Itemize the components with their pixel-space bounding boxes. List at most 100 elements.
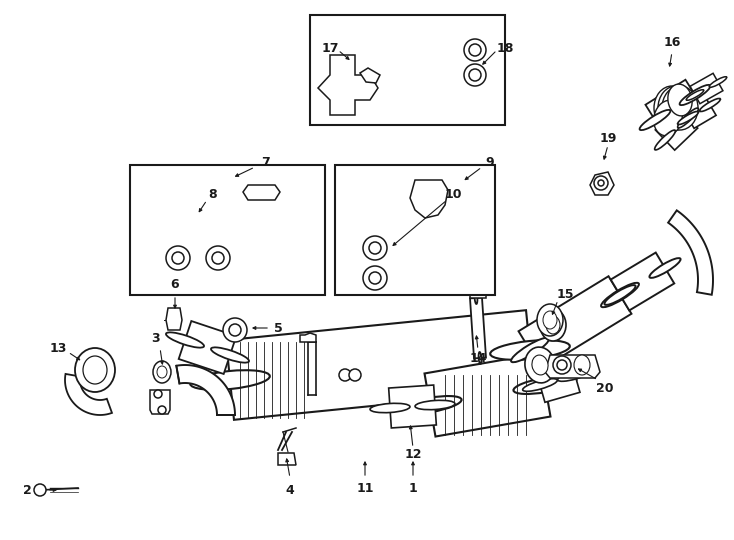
Polygon shape [300, 333, 316, 342]
Polygon shape [318, 55, 378, 115]
Text: 18: 18 [496, 42, 514, 55]
Ellipse shape [639, 110, 670, 130]
Ellipse shape [709, 77, 727, 87]
Circle shape [598, 180, 604, 186]
Circle shape [158, 406, 166, 414]
Ellipse shape [604, 285, 636, 305]
Text: 17: 17 [321, 42, 339, 55]
Text: 3: 3 [150, 332, 159, 345]
Text: 7: 7 [261, 156, 269, 168]
Ellipse shape [75, 348, 115, 392]
Ellipse shape [211, 347, 249, 363]
Text: 12: 12 [404, 449, 422, 462]
Ellipse shape [475, 292, 477, 304]
Polygon shape [470, 292, 486, 298]
Circle shape [172, 252, 184, 264]
Text: 20: 20 [596, 381, 614, 395]
Circle shape [594, 176, 608, 190]
Ellipse shape [479, 352, 482, 364]
Ellipse shape [601, 283, 639, 307]
Circle shape [349, 369, 361, 381]
Circle shape [34, 484, 46, 496]
Circle shape [369, 272, 381, 284]
Text: 8: 8 [208, 188, 217, 201]
Polygon shape [470, 298, 486, 359]
Text: 15: 15 [556, 288, 574, 301]
Text: 16: 16 [664, 36, 680, 49]
Ellipse shape [525, 347, 555, 383]
Ellipse shape [537, 304, 563, 336]
Text: 13: 13 [49, 341, 67, 354]
Ellipse shape [677, 111, 699, 125]
Polygon shape [360, 68, 380, 83]
Text: 4: 4 [286, 483, 294, 496]
Circle shape [464, 39, 486, 61]
Ellipse shape [574, 355, 590, 375]
Text: 6: 6 [171, 279, 179, 292]
Polygon shape [243, 185, 280, 200]
Circle shape [469, 69, 481, 81]
Circle shape [469, 44, 481, 56]
Text: 1: 1 [409, 482, 418, 495]
Text: 11: 11 [356, 482, 374, 495]
Polygon shape [424, 354, 550, 436]
Circle shape [464, 64, 486, 86]
Polygon shape [682, 94, 716, 129]
Ellipse shape [166, 332, 204, 348]
Circle shape [166, 246, 190, 270]
Ellipse shape [654, 100, 683, 136]
Ellipse shape [370, 403, 410, 413]
Circle shape [369, 242, 381, 254]
Bar [130, 165, 325, 295]
Polygon shape [611, 253, 675, 310]
Bar [335, 165, 495, 295]
Ellipse shape [558, 369, 592, 381]
Ellipse shape [700, 98, 721, 112]
Ellipse shape [658, 86, 694, 130]
Circle shape [557, 360, 567, 370]
Ellipse shape [540, 309, 566, 341]
Ellipse shape [490, 340, 570, 360]
Ellipse shape [680, 85, 711, 105]
Polygon shape [518, 276, 631, 369]
Circle shape [363, 266, 387, 290]
Ellipse shape [650, 258, 680, 278]
Polygon shape [655, 108, 698, 150]
Polygon shape [178, 321, 236, 374]
Polygon shape [545, 355, 600, 378]
Polygon shape [226, 310, 534, 420]
Polygon shape [166, 308, 182, 330]
Ellipse shape [523, 379, 557, 392]
Text: 2: 2 [23, 483, 32, 496]
Polygon shape [389, 385, 436, 428]
Circle shape [229, 324, 241, 336]
Polygon shape [410, 180, 448, 218]
Polygon shape [645, 80, 705, 135]
Ellipse shape [511, 338, 549, 362]
Circle shape [339, 369, 351, 381]
Text: 14: 14 [469, 352, 487, 365]
Polygon shape [590, 172, 614, 195]
Polygon shape [150, 390, 170, 414]
Ellipse shape [157, 366, 167, 378]
Ellipse shape [654, 86, 690, 130]
Polygon shape [176, 365, 235, 415]
Text: 5: 5 [274, 321, 283, 334]
Ellipse shape [543, 311, 557, 329]
Polygon shape [278, 453, 296, 465]
Text: 19: 19 [600, 132, 617, 145]
Ellipse shape [677, 108, 698, 128]
Ellipse shape [655, 130, 675, 150]
Circle shape [154, 390, 162, 398]
Ellipse shape [153, 361, 171, 383]
Polygon shape [535, 357, 580, 402]
Circle shape [553, 356, 571, 374]
Ellipse shape [83, 356, 107, 384]
Polygon shape [668, 211, 713, 295]
Ellipse shape [532, 355, 548, 375]
Polygon shape [690, 73, 723, 104]
Ellipse shape [190, 370, 270, 390]
Text: 10: 10 [444, 188, 462, 201]
Circle shape [212, 252, 224, 264]
Ellipse shape [415, 400, 455, 410]
